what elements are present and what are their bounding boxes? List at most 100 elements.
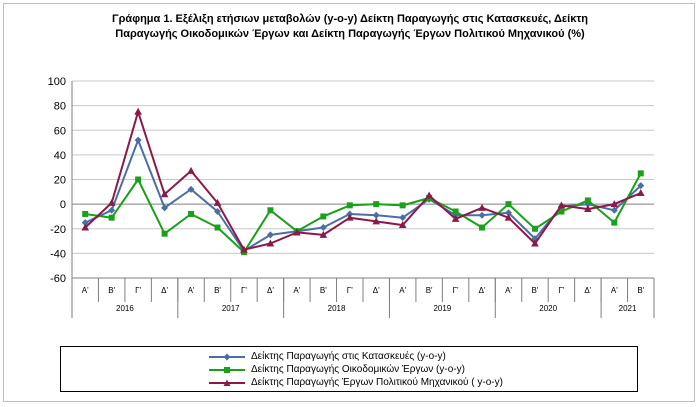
x-tick-label: Γ' bbox=[347, 286, 353, 295]
data-point bbox=[531, 239, 539, 247]
data-point bbox=[187, 166, 195, 174]
x-tick-label: Β' bbox=[320, 286, 327, 295]
tick-labels: -60 -40 -20 0 20 40 60 80 100 Α' Β' Γ' Δ' Α' Β' Γ' Δ' Α' Β… bbox=[48, 76, 645, 313]
y-tick-label: 60 bbox=[54, 125, 66, 137]
data-point bbox=[213, 198, 222, 206]
data-point bbox=[319, 230, 328, 238]
data-point bbox=[160, 190, 169, 198]
data-point bbox=[557, 201, 566, 209]
x-tick-label: Β' bbox=[214, 286, 221, 295]
year-label: 2020 bbox=[539, 304, 557, 313]
year-label: 2017 bbox=[222, 304, 240, 313]
y-tick-label: 0 bbox=[60, 199, 66, 211]
year-label: 2016 bbox=[116, 304, 134, 313]
data-point bbox=[398, 221, 407, 229]
data-point bbox=[425, 191, 433, 199]
data-point bbox=[267, 207, 274, 214]
data-point bbox=[610, 206, 618, 214]
y-tick-label: 80 bbox=[54, 101, 66, 113]
data-point bbox=[214, 224, 221, 231]
x-tick-label: Α' bbox=[399, 286, 406, 295]
y-tick-label: 20 bbox=[54, 175, 66, 187]
legend-label-construction: Δείκτης Παραγωγής στις Κατασκευές (y-o-y… bbox=[251, 351, 446, 362]
series-line-1 bbox=[85, 172, 642, 254]
x-tick-label: Β' bbox=[108, 286, 115, 295]
year-label: 2021 bbox=[619, 304, 637, 313]
data-point bbox=[135, 176, 142, 183]
legend-item-building: Δείκτης Παραγωγής Οικοδομικών Έργων (y-o… bbox=[61, 363, 639, 377]
data-point bbox=[134, 107, 142, 115]
data-point bbox=[320, 213, 327, 220]
data-point bbox=[373, 201, 380, 208]
x-tick-label: Δ' bbox=[479, 286, 486, 295]
y-tick-label: -60 bbox=[50, 273, 66, 285]
year-label: 2018 bbox=[328, 304, 346, 313]
data-point bbox=[240, 245, 248, 253]
data-point bbox=[81, 223, 90, 231]
x-tick-label: Α' bbox=[293, 286, 300, 295]
x-tick-label: Α' bbox=[611, 286, 618, 295]
data-point bbox=[584, 205, 592, 213]
data-point bbox=[504, 213, 513, 221]
data-point bbox=[611, 219, 618, 226]
data-point bbox=[584, 197, 591, 204]
data-point bbox=[161, 230, 168, 237]
data-point bbox=[451, 214, 460, 222]
data-point bbox=[293, 228, 301, 236]
data-point bbox=[266, 231, 274, 239]
x-tick-label: Β' bbox=[426, 286, 433, 295]
data-point bbox=[214, 208, 221, 216]
x-tick-label: Γ' bbox=[558, 286, 564, 295]
data-point bbox=[372, 211, 380, 219]
legend-swatch-building bbox=[209, 367, 245, 373]
data-point bbox=[399, 202, 406, 209]
legend-swatch-civil bbox=[209, 379, 245, 386]
x-tick-label: Δ' bbox=[267, 286, 274, 295]
legend: Δείκτης Παραγωγής στις Κατασκευές (y-o-y… bbox=[60, 346, 638, 392]
data-point bbox=[399, 214, 407, 222]
data-point bbox=[531, 225, 538, 232]
x-tick-label: Δ' bbox=[161, 286, 168, 295]
data-point bbox=[610, 200, 619, 208]
data-point bbox=[134, 136, 142, 144]
y-tick-label: 40 bbox=[54, 150, 66, 162]
y-tick-label: -40 bbox=[50, 248, 66, 260]
data-point bbox=[188, 210, 195, 217]
data-point bbox=[452, 208, 459, 215]
data-point bbox=[478, 203, 486, 211]
data-point bbox=[478, 211, 486, 219]
chart-title: Γράφημα 1. Εξέλιξη ετήσιων μεταβολών (y-… bbox=[40, 12, 660, 42]
data-point bbox=[558, 208, 565, 215]
series-line-2 bbox=[84, 110, 642, 251]
data-point bbox=[107, 198, 116, 206]
y-tick-label: -20 bbox=[50, 224, 66, 236]
data-point bbox=[108, 206, 116, 214]
title-line-2: Παραγωγής Οικοδομικών Έργων και Δείκτη Π… bbox=[115, 28, 585, 40]
legend-label-civil: Δείκτης Παραγωγής Έργων Πολιτικού Μηχανι… bbox=[251, 377, 503, 388]
data-point bbox=[637, 182, 645, 190]
series-line-0 bbox=[84, 139, 642, 252]
data-point bbox=[266, 239, 275, 247]
x-tick-label: Γ' bbox=[135, 286, 141, 295]
x-tick-label: Δ' bbox=[373, 286, 380, 295]
legend-item-construction: Δείκτης Παραγωγής στις Κατασκευές (y-o-y… bbox=[61, 350, 639, 364]
x-tick-label: Δ' bbox=[584, 286, 591, 295]
legend-item-civil: Δείκτης Παραγωγής Έργων Πολιτικού Μηχανι… bbox=[61, 376, 639, 390]
x-tick-label: Β' bbox=[637, 286, 644, 295]
legend-label-building: Δείκτης Παραγωγής Οικοδομικών Έργων (y-o… bbox=[251, 364, 465, 375]
data-point bbox=[82, 210, 89, 217]
title-line-1: Γράφημα 1. Εξέλιξη ετήσιων μεταβολών (y-… bbox=[112, 13, 588, 25]
data-point bbox=[346, 202, 353, 209]
data-point bbox=[372, 217, 381, 225]
x-tick-label: Α' bbox=[82, 286, 89, 295]
data-point bbox=[479, 224, 486, 231]
data-point bbox=[505, 201, 512, 208]
data-point bbox=[637, 170, 644, 177]
y-tick-label: 100 bbox=[48, 76, 66, 88]
x-tick-label: Α' bbox=[505, 286, 512, 295]
x-tick-label: Γ' bbox=[241, 286, 247, 295]
series-group bbox=[81, 107, 645, 256]
data-point bbox=[108, 214, 115, 221]
x-tick-label: Γ' bbox=[453, 286, 459, 295]
